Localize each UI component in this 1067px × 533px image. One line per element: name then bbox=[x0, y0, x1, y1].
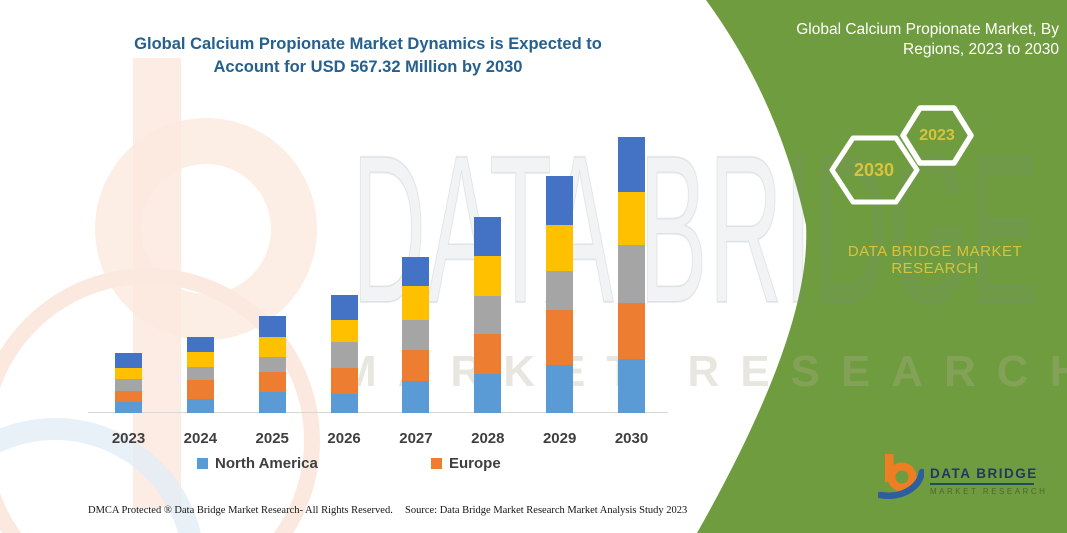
bar-segment bbox=[258, 357, 286, 373]
legend-swatch bbox=[197, 458, 208, 469]
legend-label: North America bbox=[215, 455, 318, 472]
bar-segment bbox=[258, 392, 286, 413]
bar-segment bbox=[258, 316, 286, 338]
bar-segment bbox=[618, 358, 646, 413]
chart-title-line2: Account for USD 567.32 Million by 2030 bbox=[213, 58, 523, 76]
bar-segment bbox=[258, 337, 286, 358]
bar-segment bbox=[402, 381, 430, 413]
bar-2023 bbox=[115, 352, 142, 413]
bar-segment bbox=[402, 350, 430, 382]
bar-segment bbox=[330, 367, 358, 394]
panel-title-line2: Regions, 2023 to 2030 bbox=[903, 41, 1059, 58]
bar-segment bbox=[474, 374, 502, 413]
bar-segment bbox=[546, 270, 574, 311]
bar-segment bbox=[618, 136, 646, 192]
bar-segment bbox=[474, 217, 502, 257]
bar-segment bbox=[546, 224, 574, 271]
x-axis-label-2025: 2025 bbox=[255, 430, 289, 447]
bar-2026 bbox=[330, 295, 358, 413]
bar-segment bbox=[618, 245, 646, 304]
hexagon-2030 bbox=[829, 135, 920, 205]
bar-segment bbox=[474, 296, 502, 335]
bar-segment bbox=[546, 365, 574, 413]
x-axis-label-2030: 2030 bbox=[614, 430, 649, 447]
bar-segment bbox=[115, 391, 142, 402]
x-axis-line bbox=[88, 412, 668, 413]
x-axis-label-2024: 2024 bbox=[183, 430, 218, 447]
brand-text: DATA BRIDGE MARKET RESEARCH bbox=[840, 243, 1030, 277]
bar-segment bbox=[330, 393, 358, 413]
bar-segment bbox=[258, 372, 286, 393]
bar-2029 bbox=[546, 175, 574, 413]
bar-2024 bbox=[186, 336, 214, 413]
dbmr-logo-subtitle: MARKET RESEARCH bbox=[930, 487, 1048, 496]
bar-segment bbox=[115, 379, 142, 392]
legend-item-north-america: North America bbox=[197, 455, 318, 472]
stacked-bar-chart: 2023 2024 2025 2026 2027 2028 2029 2030 North A… bbox=[88, 136, 668, 472]
chart-title-line1: Global Calcium Propionate Market Dynamic… bbox=[134, 35, 602, 53]
panel-title: Global Calcium Propionate Market, By Reg… bbox=[729, 20, 1059, 60]
bar-segment bbox=[402, 320, 430, 351]
dbmr-logo: DATA BRIDGE MARKET RESEARCH bbox=[878, 452, 1047, 500]
bar-segment bbox=[186, 398, 214, 413]
dbmr-logo-underline bbox=[930, 483, 1034, 485]
legend-swatch bbox=[431, 458, 442, 469]
x-axis-label-2029: 2029 bbox=[542, 430, 577, 447]
bar-segment bbox=[474, 256, 502, 297]
bar-segment bbox=[474, 334, 502, 375]
bar-2027 bbox=[402, 256, 430, 413]
bar-segment bbox=[402, 256, 430, 287]
brand-text-line1: DATA BRIDGE MARKET bbox=[847, 243, 1023, 260]
footer-source-text: Source: Data Bridge Market Research Mark… bbox=[405, 505, 688, 516]
bar-segment bbox=[546, 310, 574, 366]
x-axis-label-2026: 2026 bbox=[327, 430, 361, 447]
bar-segment bbox=[330, 319, 358, 342]
dbmr-logo-name: DATA BRIDGE bbox=[930, 466, 1038, 481]
x-axis-label-2028: 2028 bbox=[471, 430, 505, 447]
bar-2025 bbox=[258, 316, 286, 413]
brand-text-line2: RESEARCH bbox=[891, 260, 979, 277]
bar-segment bbox=[330, 341, 358, 368]
hexagon-2030-label: 2030 bbox=[853, 160, 895, 180]
legend-item-europe: Europe bbox=[431, 455, 501, 472]
x-axis-label-2027: 2027 bbox=[399, 430, 433, 447]
bar-segment bbox=[186, 351, 214, 368]
bar-segment bbox=[618, 191, 646, 246]
bar-segment bbox=[402, 286, 430, 321]
dbmr-logo-icon bbox=[878, 454, 924, 499]
panel-title-line1: Global Calcium Propionate Market, By bbox=[796, 21, 1059, 38]
chart-title: Global Calcium Propionate Market Dynamic… bbox=[93, 33, 643, 79]
bar-segment bbox=[115, 352, 142, 368]
bar-segment bbox=[618, 303, 646, 359]
bar-2030 bbox=[618, 136, 646, 413]
bar-segment bbox=[115, 367, 142, 380]
bar-segment bbox=[546, 175, 574, 225]
bar-segment bbox=[115, 401, 142, 413]
hexagon-graphic bbox=[829, 105, 974, 205]
legend-label: Europe bbox=[449, 455, 501, 472]
bar-segment bbox=[186, 380, 214, 399]
x-axis-label-2023: 2023 bbox=[111, 430, 146, 447]
footer-dmca-text: DMCA Protected ® Data Bridge Market Rese… bbox=[88, 505, 393, 516]
bar-2028 bbox=[474, 217, 502, 413]
bar-segment bbox=[186, 367, 214, 381]
hexagon-2023-label: 2023 bbox=[919, 127, 955, 144]
hexagon-2023 bbox=[900, 105, 974, 166]
bar-segment bbox=[186, 336, 214, 352]
bar-segment bbox=[330, 295, 358, 320]
